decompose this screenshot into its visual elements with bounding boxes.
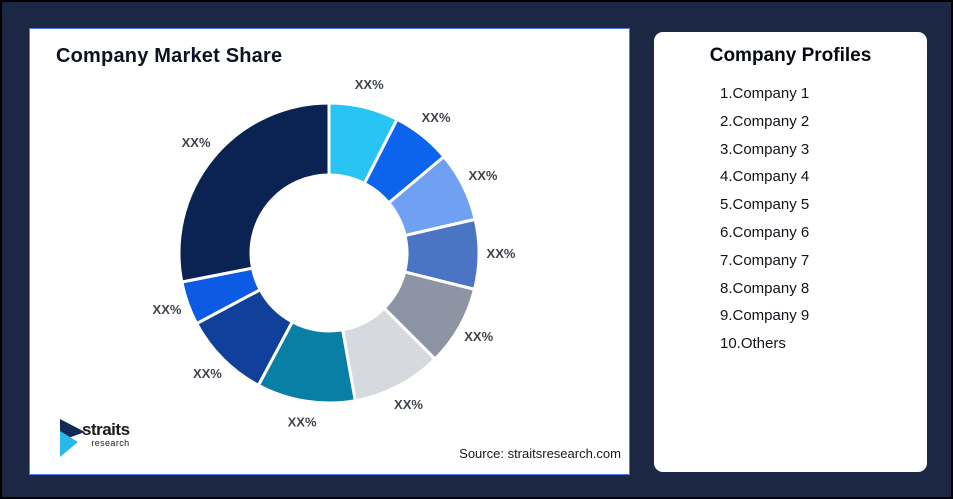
segment-value-label: XX%	[355, 77, 384, 92]
segment-value-label: XX%	[422, 110, 451, 125]
logo-subtitle: research	[91, 438, 130, 448]
segment-value-label: XX%	[182, 135, 211, 150]
profile-item: 2.Company 2	[720, 112, 810, 130]
profile-item: 10.Others	[720, 335, 786, 353]
straits-research-logo: straits research	[60, 419, 170, 461]
profile-item: 9.Company 9	[720, 307, 810, 325]
market-share-donut: XX% XX% XX% XX% XX% XX% XX% XX% XX% XX%	[153, 77, 516, 429]
profile-item: 7.Company 7	[720, 251, 810, 269]
source-note: Source: straitsresearch.com	[459, 446, 621, 461]
profile-item: 6.Company 6	[720, 223, 810, 241]
profile-item: 5.Company 5	[720, 196, 810, 214]
profile-item: 1.Company 1	[720, 85, 810, 102]
chart-title: Company Market Share	[56, 45, 283, 67]
profiles-title: Company Profiles	[709, 45, 872, 66]
market-share-card: Company Market Share XX% XX% XX% XX% XX% XX% X…	[29, 28, 630, 475]
segment-value-label: XX%	[153, 302, 182, 317]
segment-value-label: XX%	[394, 397, 423, 412]
segment-value-label: XX%	[288, 414, 317, 429]
segment-value-label: XX%	[469, 168, 498, 183]
logo-brand: straits	[82, 420, 130, 439]
segment-value-label: XX%	[487, 246, 516, 261]
profile-item: 3.Company 3	[720, 140, 810, 158]
company-profiles-card: Company Profiles 1.Company 1 2.Company 2…	[654, 32, 927, 472]
segment-value-label: XX%	[193, 366, 222, 381]
straits-logo-icon	[60, 419, 85, 457]
profile-item: 4.Company 4	[720, 168, 810, 186]
profile-item: 8.Company 8	[720, 279, 810, 297]
logo-text: straits research	[82, 421, 130, 448]
segment-value-label: XX%	[464, 329, 493, 344]
donut-segment-others	[177, 101, 331, 284]
profiles-list: 1.Company 1 2.Company 2 3.Company 3 4.Co…	[720, 80, 809, 358]
